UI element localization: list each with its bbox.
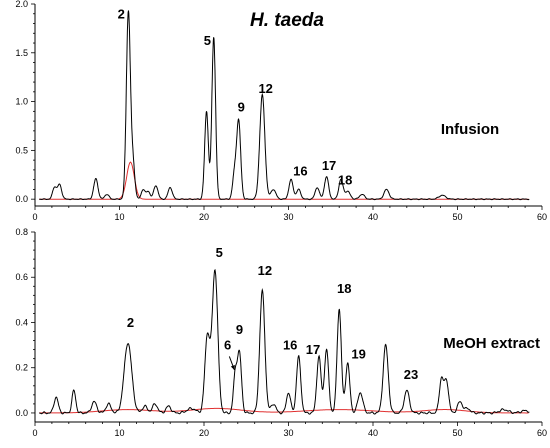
peak-label: 16 <box>283 338 297 353</box>
y-tick-label: 0.2 <box>15 363 28 373</box>
peak-label: 19 <box>351 347 365 362</box>
y-tick-label: 1.5 <box>15 48 28 58</box>
y-tick-label: 0.8 <box>15 227 28 237</box>
x-tick-label: 10 <box>114 212 124 222</box>
peak-label: 2 <box>118 7 125 22</box>
y-tick-label: 1.0 <box>15 97 28 107</box>
peak-label: 5 <box>216 245 223 260</box>
y-tick-label: 0.4 <box>15 317 28 327</box>
peak-label: 12 <box>258 81 272 96</box>
x-tick-label: 30 <box>283 212 293 222</box>
x-tick-label: 20 <box>199 428 209 438</box>
peak-label: 5 <box>204 33 211 48</box>
x-tick-label: 60 <box>537 212 547 222</box>
x-tick-label: 50 <box>452 428 462 438</box>
annotation-arrowhead <box>230 364 235 370</box>
chromatogram-trace <box>39 268 530 415</box>
peak-label: 2 <box>127 315 134 330</box>
peak-label: 12 <box>258 263 272 278</box>
x-tick-label: 40 <box>368 212 378 222</box>
y-tick-label: 0.6 <box>15 272 28 282</box>
figure-title: H. taeda <box>250 10 324 31</box>
y-tick-label: 0.0 <box>15 408 28 418</box>
peak-label: 18 <box>337 281 351 296</box>
peak-label: 9 <box>236 322 243 337</box>
peak-label: 23 <box>404 367 418 382</box>
peak-label: 6 <box>224 338 231 353</box>
x-tick-label: 40 <box>368 428 378 438</box>
x-tick-label: 0 <box>32 212 37 222</box>
y-tick-label: 0.5 <box>15 145 28 155</box>
peak-label: 16 <box>293 164 307 179</box>
chromatogram-trace <box>39 10 530 201</box>
x-tick-label: 60 <box>537 428 547 438</box>
peak-label: 18 <box>338 173 352 188</box>
x-tick-label: 20 <box>199 212 209 222</box>
peak-label: 17 <box>306 342 320 357</box>
x-tick-label: 50 <box>452 212 462 222</box>
sample-label: Infusion <box>441 121 499 138</box>
y-tick-label: 2.0 <box>15 0 28 9</box>
sample-label: MeOH extract <box>443 335 540 352</box>
peak-label: 17 <box>322 158 336 173</box>
x-tick-label: 0 <box>32 428 37 438</box>
baseline-trace <box>39 161 529 200</box>
x-tick-label: 30 <box>283 428 293 438</box>
meoh-extract-panel: 0 10 20 30 40 50 60 0.0 0.2 0.4 0.6 0.8 2 5 69 12 16 17 18… <box>15 227 547 438</box>
x-tick-label: 10 <box>114 428 124 438</box>
y-tick-label: 0.0 <box>15 194 28 204</box>
peak-label: 9 <box>238 99 245 114</box>
baseline-trace <box>39 407 529 414</box>
